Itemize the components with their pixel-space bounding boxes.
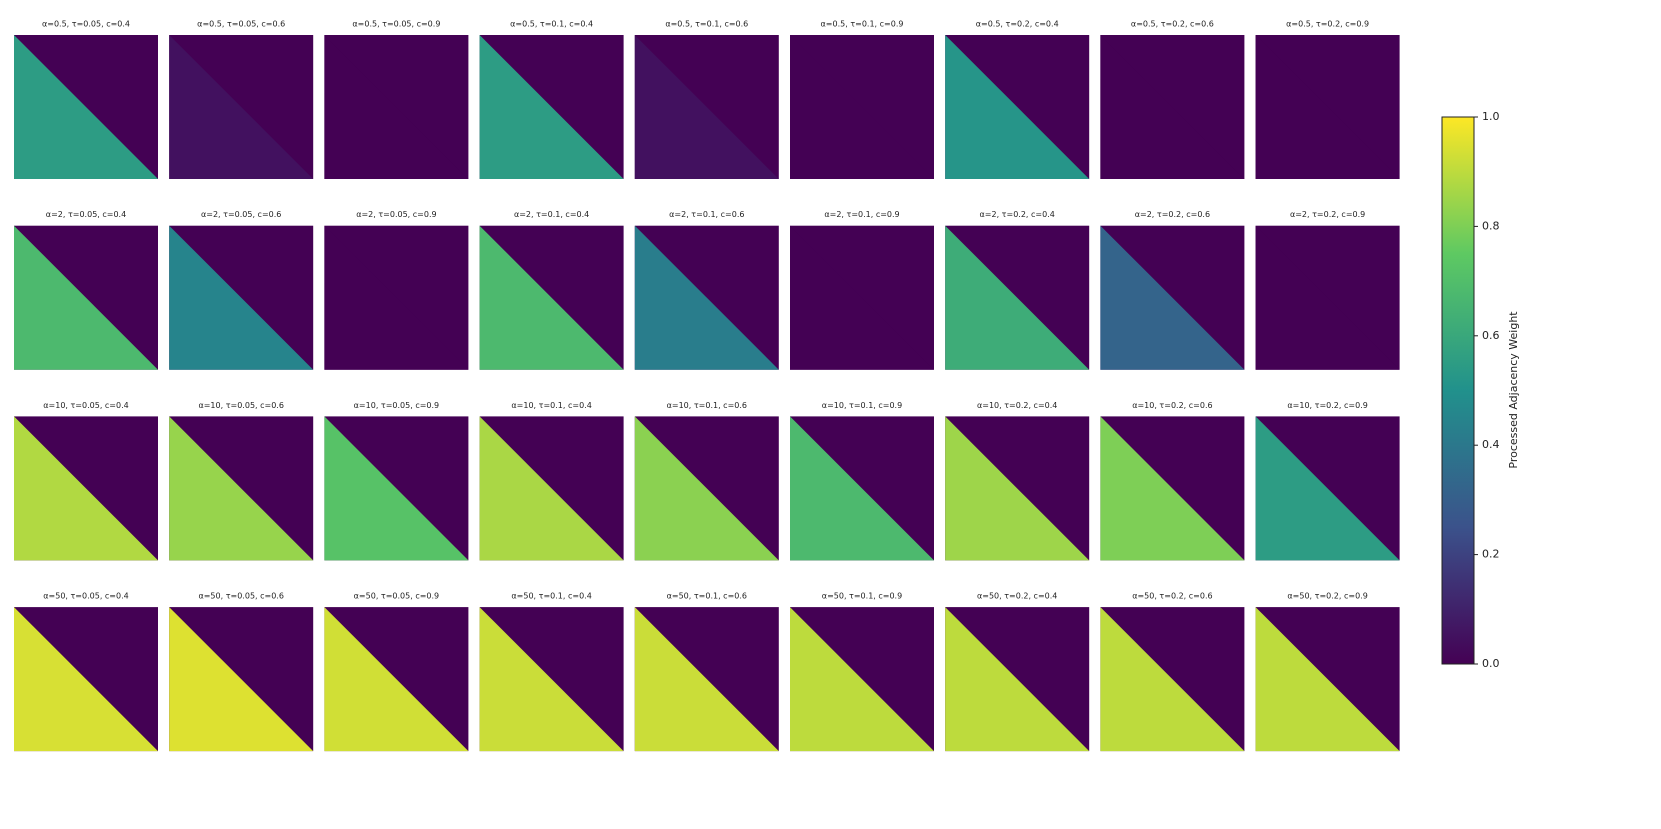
heatmap-triangle — [324, 416, 469, 561]
panel-title: α=2, τ=0.05, c=0.6 — [201, 210, 281, 219]
heatmap-triangle — [324, 35, 469, 179]
panel-title: α=10, τ=0.1, c=0.4 — [511, 401, 591, 410]
panel-title: α=2, τ=0.2, c=0.6 — [1135, 210, 1210, 219]
panel-title: α=2, τ=0.2, c=0.4 — [980, 210, 1055, 219]
panel-title: α=10, τ=0.05, c=0.4 — [43, 401, 128, 410]
panel-title: α=0.5, τ=0.2, c=0.9 — [1286, 20, 1369, 29]
colorbar-label: Processed Adjacency Weight — [1507, 311, 1520, 469]
panel-title: α=10, τ=0.05, c=0.6 — [198, 401, 283, 410]
heatmap-triangle — [790, 607, 934, 752]
heatmap-triangle — [169, 416, 314, 561]
panel-title: α=50, τ=0.2, c=0.6 — [1132, 592, 1212, 601]
heatmap-triangle — [14, 416, 158, 561]
heatmap-triangle — [634, 607, 779, 752]
colorbar-tick-label: 0.4 — [1482, 438, 1500, 451]
panel-title: α=50, τ=0.05, c=0.6 — [198, 592, 283, 601]
panel-title: α=0.5, τ=0.1, c=0.6 — [665, 20, 748, 29]
heatmap-triangle — [479, 416, 624, 561]
heatmap-triangle — [1255, 416, 1400, 561]
heatmap-triangle — [1100, 225, 1245, 370]
heatmap-triangle — [1100, 607, 1245, 752]
colorbar-tick-label: 0.2 — [1482, 548, 1500, 561]
panel-title: α=2, τ=0.2, c=0.9 — [1290, 210, 1365, 219]
colorbar-tick-label: 0.6 — [1482, 329, 1500, 342]
panel-title: α=50, τ=0.1, c=0.6 — [667, 592, 747, 601]
panel-title: α=50, τ=0.05, c=0.4 — [43, 592, 128, 601]
panel-title: α=10, τ=0.2, c=0.4 — [977, 401, 1057, 410]
colorbar-tick-label: 0.0 — [1482, 657, 1500, 670]
heatmap-triangle — [945, 35, 1090, 179]
colorbar-tick-label: 1.0 — [1482, 110, 1500, 123]
panel-title: α=2, τ=0.1, c=0.4 — [514, 210, 589, 219]
heatmap-triangle — [479, 607, 624, 752]
panel-title: α=50, τ=0.1, c=0.9 — [822, 592, 902, 601]
panel-title: α=2, τ=0.05, c=0.9 — [356, 210, 436, 219]
heatmap-triangle — [945, 416, 1090, 561]
panel-title: α=0.5, τ=0.05, c=0.4 — [42, 20, 130, 29]
heatmap-triangle — [945, 607, 1090, 752]
panel-title: α=0.5, τ=0.1, c=0.4 — [510, 20, 593, 29]
heatmap-triangle — [479, 35, 624, 179]
panel-title: α=0.5, τ=0.2, c=0.4 — [976, 20, 1059, 29]
heatmap-triangle — [634, 35, 779, 179]
heatmap-triangle — [634, 225, 779, 370]
panel-title: α=10, τ=0.2, c=0.9 — [1287, 401, 1367, 410]
panel-title: α=10, τ=0.1, c=0.6 — [667, 401, 747, 410]
panel-title: α=0.5, τ=0.2, c=0.6 — [1131, 20, 1214, 29]
heatmap-triangle — [479, 225, 624, 370]
heatmap-triangle — [324, 607, 469, 752]
panel-title: α=10, τ=0.1, c=0.9 — [822, 401, 902, 410]
panel-title: α=50, τ=0.1, c=0.4 — [511, 592, 591, 601]
heatmap-triangle — [1255, 225, 1400, 370]
heatmap-triangle — [169, 35, 314, 179]
panel-title: α=0.5, τ=0.1, c=0.9 — [821, 20, 904, 29]
panel-title: α=0.5, τ=0.05, c=0.9 — [352, 20, 440, 29]
heatmap-triangle — [945, 225, 1090, 370]
panel-title: α=2, τ=0.05, c=0.4 — [46, 210, 126, 219]
heatmap-triangle — [1255, 35, 1400, 179]
heatmap-triangle — [790, 416, 934, 561]
heatmap-triangle — [1255, 607, 1400, 752]
heatmap-triangle — [790, 35, 934, 179]
colorbar-tick-label: 0.8 — [1482, 219, 1500, 232]
heatmap-triangle — [14, 607, 158, 752]
panel-title: α=2, τ=0.1, c=0.9 — [824, 210, 899, 219]
panel-title: α=50, τ=0.2, c=0.9 — [1287, 592, 1367, 601]
panel-title: α=2, τ=0.1, c=0.6 — [669, 210, 744, 219]
heatmap-triangle — [14, 35, 158, 179]
heatmap-triangle — [14, 225, 158, 370]
heatmap-triangle — [790, 225, 934, 370]
panel-title: α=50, τ=0.05, c=0.9 — [354, 592, 439, 601]
panel-title: α=0.5, τ=0.05, c=0.6 — [197, 20, 285, 29]
heatmap-triangle — [1100, 35, 1245, 179]
panel-title: α=10, τ=0.05, c=0.9 — [354, 401, 439, 410]
heatmap-triangle — [169, 607, 314, 752]
panel-title: α=50, τ=0.2, c=0.4 — [977, 592, 1057, 601]
heatmap-triangle — [169, 225, 314, 370]
colorbar — [1441, 116, 1475, 665]
panel-title: α=10, τ=0.2, c=0.6 — [1132, 401, 1212, 410]
heatmap-triangle — [324, 225, 469, 370]
heatmap-triangle — [634, 416, 779, 561]
heatmap-triangle — [1100, 416, 1245, 561]
